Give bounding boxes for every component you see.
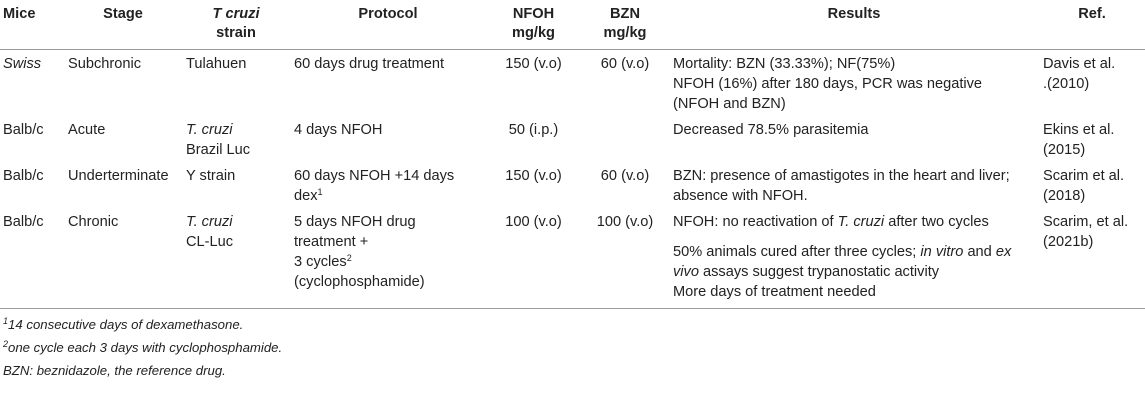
- results-italic: in vitro: [920, 244, 964, 260]
- ref-line: Scarim, et al.: [1043, 214, 1129, 230]
- results-text: NFOH: no reactivation of: [673, 214, 838, 230]
- footnote-marker: 1: [3, 316, 9, 326]
- cell-ref: Davis et al. .(2010): [1039, 50, 1145, 117]
- footnote-text: one cycle each 3 days with cyclophospham…: [8, 340, 283, 355]
- header-bzn: BZN mg/kg: [581, 0, 669, 50]
- ref-line: Davis et al.: [1043, 56, 1116, 72]
- cell-strain: T. cruzi CL-Luc: [182, 208, 290, 308]
- ref-line: (2015): [1043, 142, 1086, 158]
- protocol-line: 3 cycles: [294, 254, 347, 270]
- protocol-line: 5 days NFOH drug: [294, 214, 416, 230]
- mice-value: Swiss: [3, 56, 42, 72]
- protocol-line: dex: [294, 188, 318, 204]
- ref-line: .(2010): [1043, 76, 1090, 92]
- results-line: absence with NFOH.: [673, 188, 808, 204]
- results-text: and: [963, 244, 996, 260]
- header-protocol: Protocol: [358, 6, 418, 22]
- cell-bzn: 100 (v.o): [596, 214, 654, 230]
- header-bzn-line1: BZN: [610, 6, 640, 22]
- results-line: BZN: presence of amastigotes in the hear…: [673, 168, 1010, 184]
- header-nfoh-line2: mg/kg: [512, 25, 555, 41]
- table-row: Balb/c Chronic T. cruzi CL-Luc 5 days NFO…: [0, 208, 1145, 308]
- cell-protocol: 5 days NFOH drug treatment + 3 cycles2 (cyc…: [290, 208, 486, 308]
- table-row: Balb/c Underterminate Y strain 60 days N…: [0, 162, 1145, 208]
- table-row: Balb/c Acute T. cruzi Brazil Luc 4 days N…: [0, 116, 1145, 162]
- cell-nfoh: 50 (i.p.): [508, 122, 559, 138]
- footnote-text: BZN: beznidazole, the reference drug.: [3, 363, 226, 378]
- ref-line: (2021b): [1043, 234, 1094, 250]
- protocol-line: 60 days NFOH +14 days: [294, 168, 455, 184]
- cell-ref: Scarim, et al. (2021b): [1039, 208, 1145, 308]
- results-table: Mice Stage T cruzi strain Protocol NFOH mg…: [0, 0, 1145, 308]
- cell-nfoh: 100 (v.o): [505, 214, 562, 230]
- results-line: NFOH (16%) after 180 days, PCR was negat…: [673, 76, 983, 92]
- strain-italic: T. cruzi: [186, 122, 233, 138]
- protocol-line: (cyclophosphamide): [294, 274, 425, 290]
- header-mice: Mice: [3, 6, 36, 22]
- header-strain: T cruzi strain: [182, 0, 290, 50]
- cell-results: Decreased 78.5% parasitemia: [673, 122, 869, 138]
- cell-strain: Y strain: [186, 168, 236, 184]
- header-stage: Stage: [103, 6, 143, 22]
- header-nfoh-line1: NFOH: [512, 6, 555, 22]
- cell-stage: Underterminate: [68, 168, 169, 184]
- strain-rest: Brazil Luc: [186, 142, 251, 158]
- table-row: Swiss Subchronic Tulahuen 60 days drug t…: [0, 50, 1145, 117]
- header-nfoh: NFOH mg/kg: [486, 0, 581, 50]
- cell-mice: Balb/c: [3, 214, 44, 230]
- protocol-line: treatment +: [294, 234, 369, 250]
- cell-bzn: [581, 116, 669, 162]
- cell-nfoh: 150 (v.o): [505, 168, 562, 184]
- results-text: after two cycles: [884, 214, 989, 230]
- results-italic: T. cruzi: [837, 214, 885, 230]
- results-italic: vivo: [673, 264, 699, 280]
- footnote-text: 14 consecutive days of dexamethasone.: [8, 317, 244, 332]
- cell-mice: Balb/c: [3, 122, 44, 138]
- cell-protocol: 60 days NFOH +14 days dex1: [290, 162, 486, 208]
- cell-protocol: 60 days drug treatment: [294, 56, 445, 72]
- header-strain-italic: T cruzi: [212, 6, 260, 22]
- header-results: Results: [827, 6, 881, 22]
- results-line: (NFOH and BZN): [673, 96, 786, 112]
- results-italic: ex: [995, 244, 1012, 260]
- cell-strain: T. cruzi Brazil Luc: [182, 116, 290, 162]
- cell-nfoh: 150 (v.o): [505, 56, 562, 72]
- footnote-2: 2one cycle each 3 days with cyclophospha…: [3, 336, 1142, 359]
- cell-bzn: 60 (v.o): [600, 168, 650, 184]
- results-text: More days of treatment needed: [673, 284, 876, 300]
- results-text: 50% animals cured after three cycles;: [673, 244, 921, 260]
- cell-protocol: 4 days NFOH: [294, 122, 383, 138]
- cell-ref: Scarim et al. (2018): [1039, 162, 1145, 208]
- cell-results: Mortality: BZN (33.33%); NF(75%) NFOH (16…: [669, 50, 1039, 117]
- cell-mice: Balb/c: [3, 168, 44, 184]
- cell-ref: Ekins et al. (2015): [1039, 116, 1145, 162]
- footnote-1: 114 consecutive days of dexamethasone.: [3, 313, 1142, 336]
- header-row: Mice Stage T cruzi strain Protocol NFOH mg…: [0, 0, 1145, 50]
- footnote-marker: 1: [317, 187, 323, 197]
- header-bzn-line2: mg/kg: [603, 25, 647, 41]
- results-line: Mortality: BZN (33.33%); NF(75%): [673, 56, 896, 72]
- footnote-marker: 2: [346, 253, 352, 263]
- cell-stage: Subchronic: [68, 56, 142, 72]
- cell-results: NFOH: no reactivation of T. cruzi after …: [669, 208, 1039, 308]
- strain-rest: CL-Luc: [186, 234, 234, 250]
- cell-stage: Acute: [68, 122, 106, 138]
- cell-stage: Chronic: [68, 214, 119, 230]
- cell-strain: Tulahuen: [186, 56, 247, 72]
- table-footnotes: 114 consecutive days of dexamethasone. 2…: [0, 308, 1145, 382]
- footnote-marker: 2: [3, 339, 9, 349]
- header-strain-rest: strain: [216, 25, 256, 41]
- results-text: assays suggest trypanostatic activity: [698, 264, 940, 280]
- cell-bzn: 60 (v.o): [600, 56, 650, 72]
- strain-italic: T. cruzi: [186, 214, 233, 230]
- cell-mice: Swiss: [0, 50, 64, 117]
- header-ref: Ref.: [1078, 6, 1106, 22]
- ref-line: Ekins et al.: [1043, 122, 1115, 138]
- ref-line: Scarim et al.: [1043, 168, 1125, 184]
- cell-results: BZN: presence of amastigotes in the hear…: [669, 162, 1039, 208]
- footnote-3: BZN: beznidazole, the reference drug.: [3, 359, 1142, 382]
- ref-line: (2018): [1043, 188, 1086, 204]
